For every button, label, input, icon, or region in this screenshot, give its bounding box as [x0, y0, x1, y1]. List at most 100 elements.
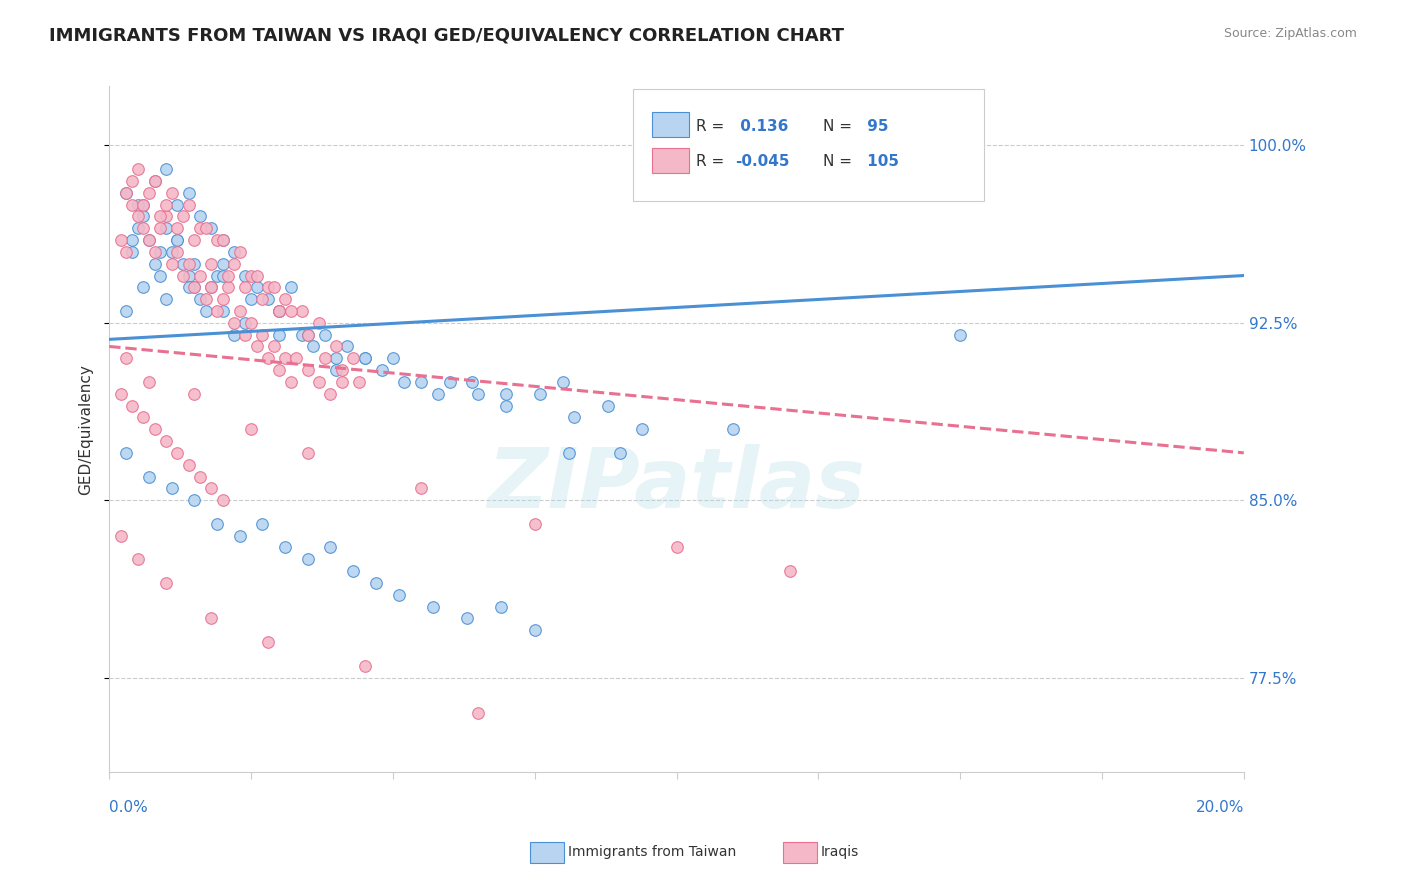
- Point: [166, 244, 188, 259]
- Point: [523, 624, 546, 638]
- Point: [252, 292, 274, 306]
- Text: N =: N =: [823, 119, 856, 134]
- Point: [211, 304, 233, 318]
- Point: [121, 399, 143, 413]
- Point: [235, 316, 257, 330]
- Point: [461, 375, 484, 389]
- Point: [325, 351, 347, 366]
- Point: [155, 292, 177, 306]
- Point: [235, 327, 257, 342]
- Point: [166, 446, 188, 460]
- Point: [246, 268, 269, 283]
- Point: [319, 541, 342, 555]
- Point: [285, 351, 308, 366]
- Point: [330, 375, 353, 389]
- Point: [143, 244, 166, 259]
- Point: [257, 292, 280, 306]
- Point: [246, 280, 269, 294]
- Text: 0.136: 0.136: [735, 119, 789, 134]
- Point: [183, 233, 205, 247]
- Point: [217, 280, 239, 294]
- Point: [269, 304, 291, 318]
- Point: [217, 268, 239, 283]
- Point: [308, 375, 330, 389]
- Point: [138, 375, 160, 389]
- Point: [194, 292, 217, 306]
- Point: [172, 268, 194, 283]
- Point: [609, 446, 631, 460]
- Point: [188, 268, 211, 283]
- Point: [235, 268, 257, 283]
- Point: [342, 351, 364, 366]
- Point: [200, 280, 222, 294]
- Point: [240, 292, 263, 306]
- Point: [269, 327, 291, 342]
- Point: [205, 233, 228, 247]
- Point: [302, 339, 325, 353]
- Point: [347, 375, 370, 389]
- Point: [319, 386, 342, 401]
- Point: [427, 386, 450, 401]
- Text: 0.0%: 0.0%: [110, 799, 148, 814]
- Point: [172, 210, 194, 224]
- Point: [222, 257, 245, 271]
- Point: [127, 210, 149, 224]
- Point: [280, 375, 302, 389]
- Point: [325, 339, 347, 353]
- Point: [598, 399, 620, 413]
- Point: [280, 280, 302, 294]
- Point: [211, 233, 233, 247]
- Point: [297, 327, 319, 342]
- Point: [297, 552, 319, 566]
- Point: [314, 327, 336, 342]
- Point: [228, 304, 250, 318]
- Point: [222, 316, 245, 330]
- Point: [297, 446, 319, 460]
- Point: [149, 210, 172, 224]
- Point: [155, 197, 177, 211]
- Point: [314, 351, 336, 366]
- Y-axis label: GED/Equivalency: GED/Equivalency: [79, 364, 93, 495]
- Point: [132, 410, 155, 425]
- Point: [166, 233, 188, 247]
- Point: [228, 528, 250, 542]
- Point: [422, 599, 444, 614]
- Point: [110, 528, 132, 542]
- Point: [269, 304, 291, 318]
- Point: [200, 481, 222, 495]
- Point: [183, 386, 205, 401]
- Point: [222, 244, 245, 259]
- Point: [211, 233, 233, 247]
- Point: [235, 280, 257, 294]
- Point: [188, 221, 211, 235]
- Point: [138, 469, 160, 483]
- Point: [177, 257, 200, 271]
- Point: [257, 351, 280, 366]
- Point: [127, 552, 149, 566]
- Point: [200, 611, 222, 625]
- Point: [188, 469, 211, 483]
- Point: [456, 611, 478, 625]
- Point: [211, 257, 233, 271]
- Point: [257, 280, 280, 294]
- Point: [387, 588, 409, 602]
- Point: [127, 162, 149, 177]
- Point: [121, 197, 143, 211]
- Point: [364, 575, 387, 590]
- Point: [240, 422, 263, 436]
- Point: [132, 197, 155, 211]
- Point: [194, 221, 217, 235]
- Point: [257, 635, 280, 649]
- Point: [558, 446, 581, 460]
- Point: [297, 327, 319, 342]
- Point: [949, 327, 972, 342]
- Point: [138, 186, 160, 200]
- Point: [155, 575, 177, 590]
- Point: [564, 410, 586, 425]
- Point: [115, 186, 138, 200]
- Point: [353, 351, 375, 366]
- Point: [132, 221, 155, 235]
- Point: [297, 363, 319, 377]
- Point: [183, 280, 205, 294]
- Point: [274, 351, 297, 366]
